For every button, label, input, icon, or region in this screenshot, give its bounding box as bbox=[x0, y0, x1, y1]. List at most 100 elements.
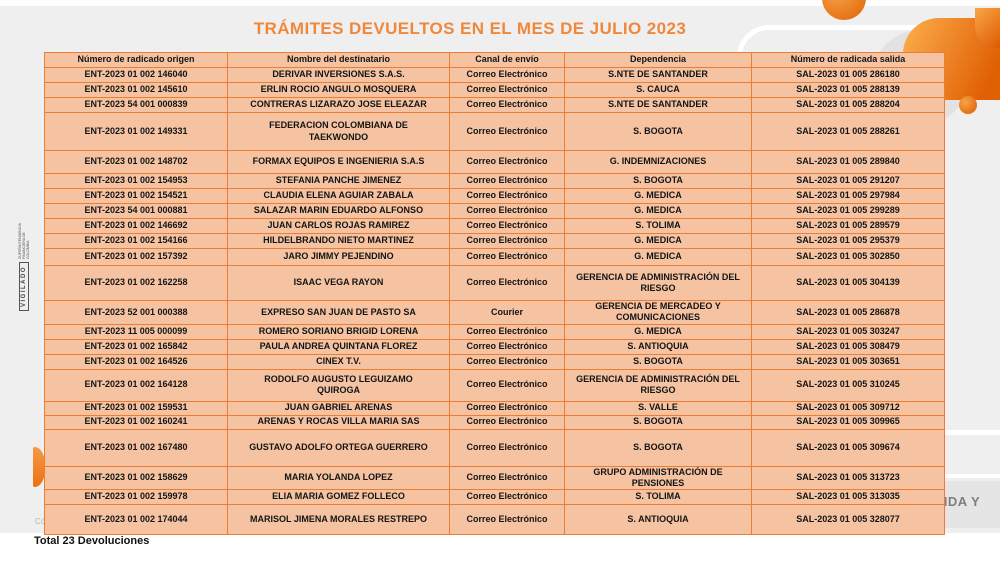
table-row: ENT-2023 01 002 160241 ARENAS Y ROCAS VIL… bbox=[44, 414, 945, 430]
table-cell-origen: ENT-2023 01 002 157392 bbox=[44, 248, 228, 266]
table-cell-salida: SAL-2023 01 005 304139 bbox=[751, 265, 945, 301]
decor-orange-ball bbox=[822, 0, 866, 20]
table-row: ENT-2023 01 002 145610 ERLIN ROCIO ANGULO… bbox=[44, 82, 945, 98]
table-cell-salida: SAL-2023 01 005 309965 bbox=[751, 414, 945, 430]
table-cell-origen: ENT-2023 01 002 146040 bbox=[44, 67, 228, 83]
table-cell-dependencia: S. BOGOTA bbox=[564, 112, 752, 151]
table-cell-salida: SAL-2023 01 005 308479 bbox=[751, 338, 945, 355]
table-cell-dependencia: S. BOGOTA bbox=[564, 428, 752, 467]
table-cell-origen: ENT-2023 01 002 164128 bbox=[44, 368, 228, 402]
column-header: Nombre del destinatario bbox=[227, 52, 450, 68]
table-cell-origen: ENT-2023 01 002 154521 bbox=[44, 188, 228, 204]
table-cell-salida: SAL-2023 01 005 328077 bbox=[751, 504, 945, 535]
table-cell-origen: ENT-2023 01 002 164526 bbox=[44, 353, 228, 370]
table-cell-dependencia: GERENCIA DE MERCADEO Y COMUNICACIONES bbox=[564, 300, 752, 325]
table-cell-dependencia: S.NTE DE SANTANDER bbox=[564, 67, 752, 83]
table-cell-destinatario: ARENAS Y ROCAS VILLA MARIA SAS bbox=[227, 414, 450, 430]
table-cell-salida: SAL-2023 01 005 295379 bbox=[751, 233, 945, 249]
decor-orange-crescent bbox=[33, 447, 45, 487]
table-cell-canal: Correo Electrónico bbox=[449, 67, 565, 83]
table-row: ENT-2023 01 002 146040 DERIVAR INVERSIONE… bbox=[44, 67, 945, 83]
table-cell-salida: SAL-2023 01 005 302850 bbox=[751, 248, 945, 266]
table-row: ENT-2023 54 001 000881 SALAZAR MARIN EDUA… bbox=[44, 203, 945, 219]
table-cell-canal: Correo Electrónico bbox=[449, 338, 565, 355]
table-header-row: Número de radicado origen Nombre del dest… bbox=[44, 52, 945, 68]
partial-text: NDA Y bbox=[938, 494, 981, 509]
table-cell-salida: SAL-2023 01 005 288139 bbox=[751, 82, 945, 98]
table-cell-dependencia: G. MEDICA bbox=[564, 233, 752, 249]
table-cell-origen: ENT-2023 01 002 165842 bbox=[44, 338, 228, 355]
table-cell-dependencia: S. BOGOTA bbox=[564, 173, 752, 189]
table-cell-salida: SAL-2023 01 005 286180 bbox=[751, 67, 945, 83]
total-label: Total 23 Devoluciones bbox=[34, 535, 150, 547]
table-cell-salida: SAL-2023 01 005 297984 bbox=[751, 188, 945, 204]
table-cell-destinatario: MARIA YOLANDA LOPEZ bbox=[227, 465, 450, 490]
table-cell-destinatario: RODOLFO AUGUSTO LEGUIZAMO QUIROGA bbox=[227, 368, 450, 402]
table-cell-canal: Correo Electrónico bbox=[449, 465, 565, 490]
table-cell-canal: Correo Electrónico bbox=[449, 265, 565, 301]
decor-orange-dot bbox=[959, 96, 977, 114]
table-cell-canal: Correo Electrónico bbox=[449, 489, 565, 505]
table-cell-origen: ENT-2023 01 002 162258 bbox=[44, 265, 228, 301]
table-cell-origen: ENT-2023 01 002 149331 bbox=[44, 112, 228, 151]
table-cell-destinatario: STEFANIA PANCHE JIMENEZ bbox=[227, 173, 450, 189]
table-cell-origen: ENT-2023 54 001 000839 bbox=[44, 97, 228, 113]
table-cell-destinatario: MARISOL JIMENA MORALES RESTREPO bbox=[227, 504, 450, 535]
table-cell-canal: Correo Electrónico bbox=[449, 428, 565, 467]
returns-table-container: Número de radicado origen Nombre del dest… bbox=[44, 52, 945, 535]
table-row: ENT-2023 01 002 146692 JUAN CARLOS ROJAS … bbox=[44, 218, 945, 234]
table-cell-destinatario: JUAN GABRIEL ARENAS bbox=[227, 400, 450, 416]
table-cell-origen: ENT-2023 01 002 167480 bbox=[44, 428, 228, 467]
table-cell-destinatario: EXPRESO SAN JUAN DE PASTO SA bbox=[227, 300, 450, 325]
table-cell-destinatario: ISAAC VEGA RAYON bbox=[227, 265, 450, 301]
table-cell-dependencia: S. ANTIOQUIA bbox=[564, 504, 752, 535]
table-cell-canal: Correo Electrónico bbox=[449, 150, 565, 174]
table-cell-origen: ENT-2023 54 001 000881 bbox=[44, 203, 228, 219]
table-cell-canal: Correo Electrónico bbox=[449, 112, 565, 151]
table-cell-destinatario: DERIVAR INVERSIONES S.A.S. bbox=[227, 67, 450, 83]
table-cell-salida: SAL-2023 01 005 303651 bbox=[751, 353, 945, 370]
table-cell-destinatario: ROMERO SORIANO BRIGID LORENA bbox=[227, 323, 450, 340]
table-cell-destinatario: FORMAX EQUIPOS E INGENIERIA S.A.S bbox=[227, 150, 450, 174]
table-row: ENT-2023 01 002 148702 FORMAX EQUIPOS E I… bbox=[44, 150, 945, 174]
table-cell-destinatario: CINEX T.V. bbox=[227, 353, 450, 370]
column-header: Número de radicado origen bbox=[44, 52, 228, 68]
table-cell-salida: SAL-2023 01 005 310245 bbox=[751, 368, 945, 402]
table-cell-destinatario: CONTRERAS LIZARAZO JOSE ELEAZAR bbox=[227, 97, 450, 113]
table-cell-origen: ENT-2023 01 002 154166 bbox=[44, 233, 228, 249]
table-cell-origen: ENT-2023 01 002 146692 bbox=[44, 218, 228, 234]
vigilado-label: VIGILADO bbox=[19, 261, 29, 311]
returns-table: Número de radicado origen Nombre del dest… bbox=[44, 52, 945, 535]
table-cell-canal: Correo Electrónico bbox=[449, 233, 565, 249]
table-cell-destinatario: ERLIN ROCIO ANGULO MOSQUERA bbox=[227, 82, 450, 98]
table-row: ENT-2023 01 002 174044 MARISOL JIMENA MOR… bbox=[44, 504, 945, 535]
superintendencia-label: SUPERINTENDENCIA FINANCIERA DE COLOMBIA bbox=[17, 223, 31, 259]
table-cell-destinatario: SALAZAR MARIN EDUARDO ALFONSO bbox=[227, 203, 450, 219]
table-cell-salida: SAL-2023 01 005 309712 bbox=[751, 400, 945, 416]
table-cell-dependencia: S. BOGOTA bbox=[564, 414, 752, 430]
table-cell-canal: Correo Electrónico bbox=[449, 203, 565, 219]
table-cell-salida: SAL-2023 01 005 299289 bbox=[751, 203, 945, 219]
table-cell-origen: ENT-2023 11 005 000099 bbox=[44, 323, 228, 340]
table-row: ENT-2023 01 002 154521 CLAUDIA ELENA AGUI… bbox=[44, 188, 945, 204]
table-cell-salida: SAL-2023 01 005 286878 bbox=[751, 300, 945, 325]
table-cell-canal: Correo Electrónico bbox=[449, 218, 565, 234]
table-cell-salida: SAL-2023 01 005 313035 bbox=[751, 489, 945, 505]
table-cell-destinatario: FEDERACION COLOMBIANA DE TAEKWONDO bbox=[227, 112, 450, 151]
table-cell-origen: ENT-2023 01 002 160241 bbox=[44, 414, 228, 430]
table-row: ENT-2023 01 002 164526 CINEX T.V. Correo E… bbox=[44, 353, 945, 370]
table-cell-salida: SAL-2023 01 005 313723 bbox=[751, 465, 945, 490]
table-cell-salida: SAL-2023 01 005 291207 bbox=[751, 173, 945, 189]
table-cell-origen: ENT-2023 01 002 174044 bbox=[44, 504, 228, 535]
table-cell-origen: ENT-2023 01 002 154953 bbox=[44, 173, 228, 189]
table-row: ENT-2023 01 002 154953 STEFANIA PANCHE JI… bbox=[44, 173, 945, 189]
table-row: ENT-2023 01 002 158629 MARIA YOLANDA LOPE… bbox=[44, 465, 945, 490]
column-header: Canal de envío bbox=[449, 52, 565, 68]
table-cell-canal: Courier bbox=[449, 300, 565, 325]
table-cell-origen: ENT-2023 01 002 159978 bbox=[44, 489, 228, 505]
table-cell-canal: Correo Electrónico bbox=[449, 188, 565, 204]
table-cell-salida: SAL-2023 01 005 288204 bbox=[751, 97, 945, 113]
table-cell-dependencia: S. TOLIMA bbox=[564, 489, 752, 505]
table-row: ENT-2023 01 002 159978 ELIA MARIA GOMEZ F… bbox=[44, 489, 945, 505]
table-cell-canal: Correo Electrónico bbox=[449, 368, 565, 402]
